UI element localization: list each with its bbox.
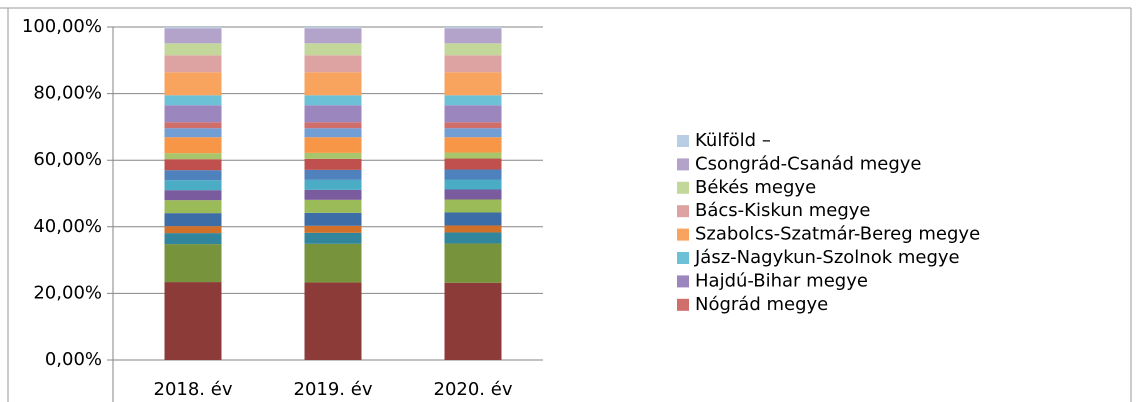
bar-segment	[444, 232, 502, 244]
bar-segment	[304, 27, 362, 29]
bar-segment	[304, 43, 362, 56]
bar-segment	[164, 153, 222, 160]
legend-swatch	[677, 298, 689, 311]
bar-segment	[444, 212, 502, 226]
bar-segment	[304, 95, 362, 106]
bar-segment	[304, 105, 362, 123]
x-tick-label: 2018. év	[154, 379, 233, 400]
bar-segment	[164, 226, 222, 234]
bar-segment	[304, 179, 362, 190]
bar-segment	[304, 55, 362, 73]
y-tick-label: 60,00%	[33, 149, 102, 170]
y-tick-label: 40,00%	[33, 216, 102, 237]
bar-segment	[304, 169, 362, 180]
bar-segment	[444, 43, 502, 56]
bar-segment	[164, 282, 222, 360]
bar-segment	[304, 28, 362, 44]
bar-segment	[164, 105, 222, 123]
bar-segment	[444, 199, 502, 213]
legend-label: Bács-Kiskun megye	[695, 200, 871, 221]
legend-label: Hajdú-Bihar megye	[695, 270, 868, 291]
bar-segment	[164, 233, 222, 245]
bar-segment	[444, 122, 502, 129]
bar-segment	[304, 225, 362, 233]
bar-segment	[304, 189, 362, 200]
legend-swatch	[677, 228, 689, 241]
bar-segment	[444, 225, 502, 233]
bar-segment	[164, 159, 222, 171]
bar-segment	[304, 122, 362, 129]
legend-swatch	[677, 275, 689, 288]
y-tick-label: 20,00%	[33, 282, 102, 303]
bar-segment	[444, 27, 502, 29]
bar-segment	[444, 72, 502, 96]
bar-segment	[444, 137, 502, 153]
y-tick-label: 80,00%	[33, 83, 102, 104]
bar-segment	[444, 189, 502, 200]
bar-segment	[164, 180, 222, 191]
y-tick-label: 100,00%	[22, 16, 102, 37]
bar-segment	[304, 128, 362, 138]
legend-label: Szabolcs-Szatmár-Bereg megye	[695, 224, 980, 245]
bar-segment	[164, 244, 222, 283]
legend-label: Békés megye	[695, 177, 816, 198]
bar-segment	[164, 170, 222, 181]
bar-segment	[444, 243, 502, 283]
bar-segment	[164, 122, 222, 129]
bar-segment	[304, 243, 362, 283]
bar-segment	[164, 72, 222, 96]
bar-segment	[164, 128, 222, 138]
x-tick-label: 2020. év	[434, 379, 513, 400]
bar-segment	[444, 55, 502, 73]
bar-segment	[164, 190, 222, 201]
bar-segment	[304, 199, 362, 213]
bar-segment	[164, 28, 222, 44]
bar-segment	[444, 282, 502, 360]
legend-swatch	[677, 252, 689, 264]
bar-segment	[444, 169, 502, 180]
bar-segment	[164, 213, 222, 227]
legend-swatch	[677, 181, 689, 194]
bar-segment	[304, 232, 362, 244]
bar-segment	[444, 105, 502, 123]
bar-segment	[164, 137, 222, 154]
legend-swatch	[677, 205, 689, 218]
bar-segment	[304, 137, 362, 153]
legend-label: Külföld –	[695, 130, 771, 151]
y-tick-label: 0,00%	[45, 349, 102, 370]
bar-segment	[444, 158, 502, 170]
bar-segment	[444, 152, 502, 159]
bar-segment	[444, 128, 502, 138]
bar-segment	[164, 95, 222, 106]
legend-label: Jász-Nagykun-Szolnok megye	[694, 247, 960, 268]
bar-segment	[164, 200, 222, 214]
bar-segment	[164, 27, 222, 29]
bar-segment	[164, 43, 222, 56]
legend-swatch	[677, 158, 689, 171]
bar-segment	[444, 95, 502, 106]
bar-segment	[304, 152, 362, 159]
bar-segment	[444, 28, 502, 44]
bar-segment	[304, 212, 362, 226]
legend-label: Nógrád megye	[695, 294, 828, 315]
x-tick-label: 2019. év	[294, 379, 373, 400]
bar-segment	[164, 55, 222, 73]
bar-segment	[304, 72, 362, 96]
bar-segment	[304, 158, 362, 170]
bar-segment	[304, 282, 362, 360]
legend-swatch	[677, 135, 689, 147]
legend-label: Csongrád-Csanád megye	[695, 153, 921, 174]
bar-segment	[444, 179, 502, 190]
